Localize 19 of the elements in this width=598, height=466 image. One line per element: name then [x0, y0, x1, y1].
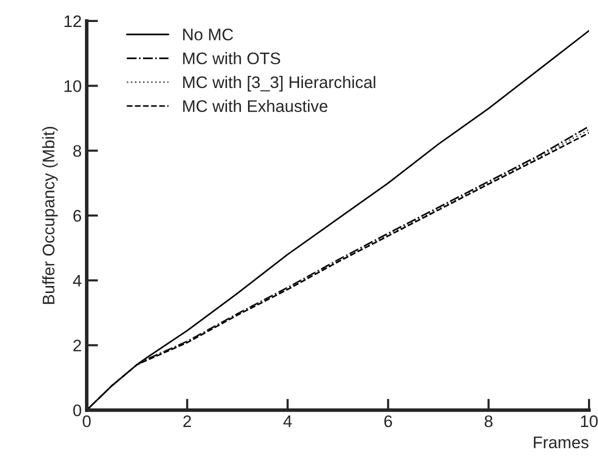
- y-tick-label: 6: [73, 210, 82, 222]
- y-tick-label: 0: [73, 404, 82, 416]
- legend-label: MC with Exhaustive: [183, 100, 328, 112]
- y-tick-label: 10: [64, 80, 82, 92]
- legend-label: No MC: [183, 28, 234, 40]
- legend-label: MC with [3_3] Hierarchical: [183, 76, 376, 92]
- x-axis-title: Frames: [534, 436, 588, 448]
- legend-label: MC with OTS: [183, 52, 280, 64]
- x-tick-label: 6: [384, 415, 392, 428]
- x-tick-label: 4: [283, 416, 292, 428]
- x-tick-label: 10: [581, 415, 598, 428]
- x-tick-label: 2: [183, 415, 191, 428]
- y-tick-label: 12: [64, 15, 82, 28]
- y-axis-title: Buffer Occupancy (Mbit): [42, 126, 58, 304]
- y-tick-label: 4: [72, 274, 82, 286]
- y-tick-label: 8: [73, 145, 82, 157]
- x-tick-label: 0: [82, 415, 91, 428]
- x-tick-label: 8: [484, 415, 492, 428]
- y-tick-label: 2: [73, 340, 82, 352]
